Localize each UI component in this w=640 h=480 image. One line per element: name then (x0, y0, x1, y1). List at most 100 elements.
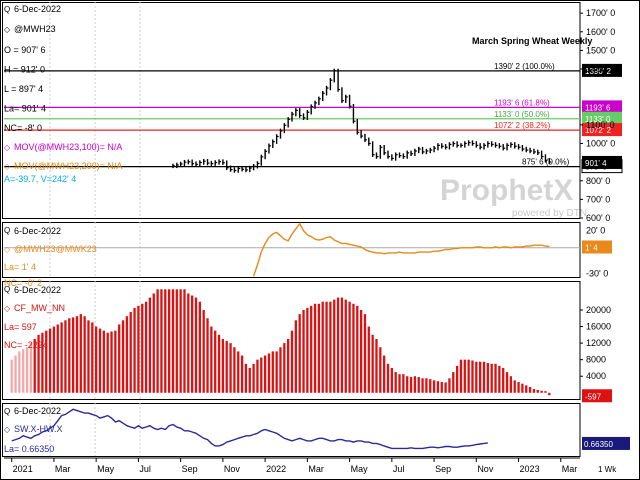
net-bar (260, 357, 263, 393)
panel0-stat-4: NC= -8' 0 (4, 123, 42, 133)
net-bar (421, 378, 424, 393)
net-bar (271, 351, 274, 393)
net-bar (340, 297, 344, 393)
net-tick-label-0: 20000 (586, 305, 611, 315)
net-bar (425, 378, 428, 393)
panel0-date: 6-Dec-2022 (14, 4, 61, 14)
spread-tick-label-1: -30' 0 (586, 269, 608, 279)
price-tick-label-7: 700' 0 (586, 194, 610, 204)
net-tick-label-4: 4000 (586, 371, 606, 381)
time-label-2: May (97, 464, 115, 474)
time-label-6: 2022 (266, 464, 286, 474)
net-bar (221, 338, 225, 393)
price-tick-label-1: 1600' 0 (586, 27, 615, 37)
price-tick-label-5: 1000' 0 (586, 139, 615, 149)
price-tick-label-2: 1500' 0 (586, 45, 615, 55)
net-bar (121, 320, 125, 393)
net-bar (517, 382, 520, 393)
net-bar (486, 362, 489, 393)
net-bar (344, 299, 347, 393)
net-bar (386, 363, 390, 393)
net-bar (133, 307, 136, 393)
mov-label-0: MOV(@MWH23,100)= N/A (14, 142, 122, 152)
net-bar (248, 367, 251, 393)
net-bar (394, 372, 397, 393)
net-bar (482, 361, 486, 393)
net-bar (68, 318, 71, 393)
net-bar (409, 377, 413, 393)
net-bar (95, 326, 98, 393)
net-bar (110, 331, 113, 393)
net-bar (160, 289, 163, 393)
panel0-stat-1: H = 912' 0 (4, 65, 45, 75)
panel3-diamond-icon: ◇ (4, 425, 11, 434)
net-bar (467, 359, 470, 393)
net-bar (64, 320, 67, 393)
ratio-last-tag: 0.66350 (584, 440, 613, 449)
net-bar (525, 385, 528, 393)
level-label-0: 1390' 2 (100.0%) (494, 62, 555, 71)
net-bar (79, 314, 82, 393)
net-bars (10, 289, 551, 396)
net-bar (129, 312, 132, 393)
net-bar (528, 386, 532, 393)
net-bar (194, 297, 198, 393)
net-bar (198, 301, 201, 393)
time-label-3: Jul (139, 464, 151, 474)
time-label-1: Mar (55, 464, 71, 474)
panel3-date: 6-Dec-2022 (14, 406, 61, 416)
net-bar (363, 314, 367, 393)
net-bar (83, 316, 86, 393)
panel2-stat-1: NC= -2224 (4, 340, 48, 350)
net-bar (306, 307, 309, 393)
net-bar (417, 377, 420, 393)
net-bar (148, 297, 152, 393)
net-bar (10, 359, 13, 393)
net-bar (402, 374, 405, 393)
net-bar (114, 330, 117, 393)
time-end-label: 1 Wk (598, 465, 617, 474)
net-bar (60, 322, 63, 393)
net-bar (390, 367, 393, 393)
net-bar (217, 334, 221, 393)
panel0-stat-3: La= 901' 4 (4, 104, 46, 114)
net-bar (252, 363, 255, 393)
panel1-zoom-icon: Q (4, 226, 10, 235)
ratio-line (11, 408, 488, 450)
net-bar (102, 330, 105, 393)
net-bar (256, 359, 259, 393)
net-bar (383, 355, 386, 393)
mov-label-1: MOV(@MWH23,200)= N/A (14, 161, 122, 171)
net-bar (336, 297, 340, 393)
net-bar (479, 361, 482, 393)
net-bar (275, 351, 278, 393)
time-label-0: 2021 (13, 464, 33, 474)
net-bar (237, 351, 240, 393)
net-bar (14, 355, 17, 393)
net-bar (294, 320, 297, 393)
net-bar (152, 293, 155, 393)
net-bar (536, 389, 539, 393)
net-bar (310, 305, 313, 393)
net-bar (359, 309, 363, 393)
panel2-stat-0: La= 597 (4, 322, 37, 332)
net-bar (225, 341, 228, 393)
net-bar (317, 303, 321, 393)
panel1-diamond-icon: ◇ (4, 245, 11, 254)
panel2-zoom-icon: Q (4, 285, 10, 294)
mov-icon-0: ◇ (4, 143, 11, 152)
net-bar (98, 328, 102, 393)
net-bar (544, 391, 547, 393)
price-tick-label-3: 1400' 0 (586, 64, 615, 74)
net-bar (206, 318, 209, 393)
panel3-stat-0: La= 0.66350 (4, 444, 54, 454)
net-bar (325, 301, 328, 393)
watermark-sub: powered by DTN (512, 208, 587, 219)
net-bar (18, 351, 21, 393)
net-bar (183, 289, 186, 393)
net-bar (379, 347, 382, 393)
net-bar (52, 326, 56, 393)
net-bar (498, 365, 501, 393)
net-tick-label-2: 12000 (586, 338, 611, 348)
net-bar (540, 390, 543, 393)
